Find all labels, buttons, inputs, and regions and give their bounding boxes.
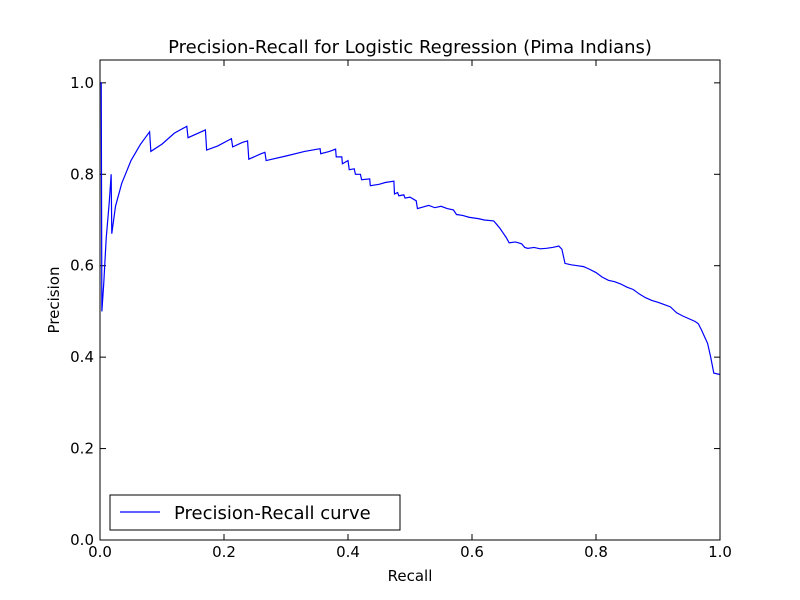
precision-recall-curve	[100, 82, 721, 376]
series-group	[100, 82, 721, 376]
axis-ticks: 0.0 0.2 0.4 0.6 0.8 1.0 0.0 0.2 0.4 0.6 0.8 1.0	[70, 60, 732, 561]
chart-title: Precision-Recall for Logistic Regression…	[168, 37, 652, 58]
plot-area	[100, 60, 720, 540]
y-tick-label: 0.4	[70, 348, 94, 366]
x-tick-label: 1.0	[708, 543, 732, 561]
x-tick-label: 0.8	[584, 543, 608, 561]
x-tick-label: 0.6	[460, 543, 484, 561]
x-axis-label: Recall	[388, 567, 433, 585]
legend-label: Precision-Recall curve	[174, 503, 371, 524]
x-tick-label: 0.2	[212, 543, 236, 561]
y-tick-label: 0.0	[70, 531, 94, 549]
y-axis-label: Precision	[45, 267, 63, 334]
x-tick-label: 0.0	[88, 543, 112, 561]
y-tick-label: 0.6	[70, 257, 94, 275]
y-tick-label: 0.8	[70, 165, 94, 183]
y-tick-label: 0.2	[70, 440, 94, 458]
y-tick-label: 1.0	[70, 74, 94, 92]
legend: Precision-Recall curve	[109, 494, 401, 531]
plot-frame	[99, 59, 721, 541]
x-tick-label: 0.4	[336, 543, 360, 561]
